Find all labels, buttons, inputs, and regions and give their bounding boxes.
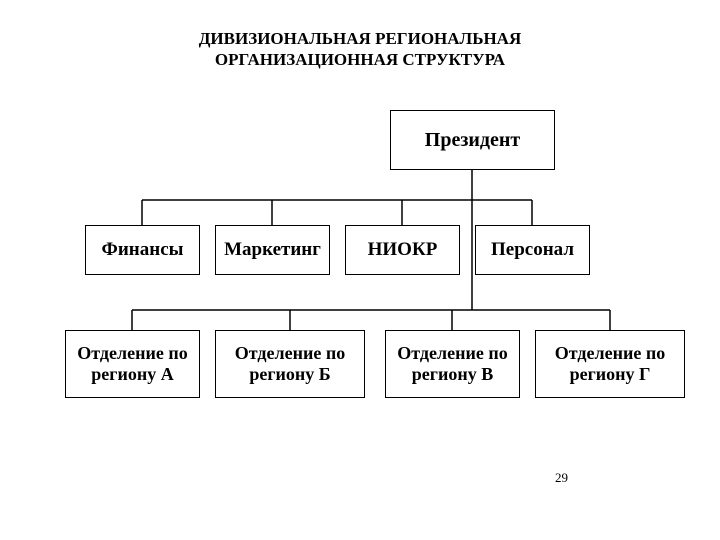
node-personnel: Персонал: [475, 225, 590, 275]
page-number: 29: [555, 470, 568, 486]
node-region-d: Отделение по региону Г: [535, 330, 685, 398]
diagram-title: ДИВИЗИОНАЛЬНАЯ РЕГИОНАЛЬНАЯ ОРГАНИЗАЦИОН…: [180, 28, 540, 71]
org-chart-canvas: ДИВИЗИОНАЛЬНАЯ РЕГИОНАЛЬНАЯ ОРГАНИЗАЦИОН…: [0, 0, 720, 540]
node-region-c: Отделение по региону В: [385, 330, 520, 398]
node-marketing: Маркетинг: [215, 225, 330, 275]
node-president: Президент: [390, 110, 555, 170]
node-finance: Финансы: [85, 225, 200, 275]
node-rnd: НИОКР: [345, 225, 460, 275]
node-region-b: Отделение по региону Б: [215, 330, 365, 398]
node-region-a: Отделение по региону А: [65, 330, 200, 398]
